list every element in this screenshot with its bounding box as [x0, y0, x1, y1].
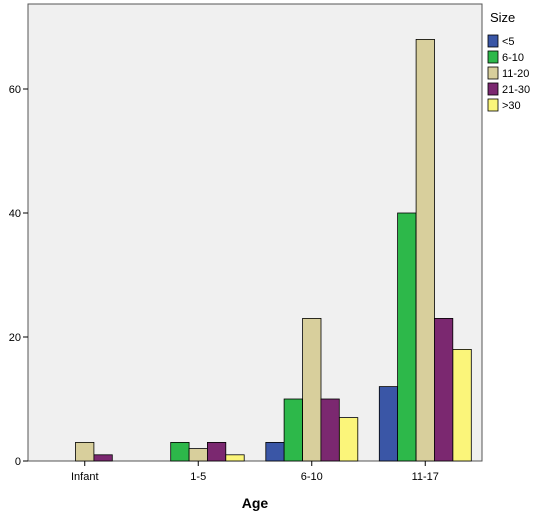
bar: [338, 417, 359, 462]
legend-label: 21-30: [502, 84, 530, 96]
bar: [415, 39, 435, 462]
bar: [265, 441, 285, 462]
y-tick-label: 60: [9, 84, 21, 96]
bar: [283, 398, 303, 462]
legend-swatch: [487, 50, 499, 64]
bars-group: [75, 39, 472, 462]
y-tick-label: 40: [9, 208, 21, 220]
y-axis: 0 20 40 60: [9, 84, 28, 468]
bar: [206, 441, 227, 462]
bar: [397, 212, 417, 462]
legend-label: >30: [502, 100, 521, 112]
bar: [188, 448, 208, 462]
x-tick-label: 6-10: [301, 471, 323, 483]
x-tick-label: 11-17: [412, 471, 439, 483]
legend-label: 6-10: [502, 52, 524, 64]
bar: [452, 348, 472, 462]
bar: [320, 398, 340, 462]
y-tick-label: 20: [9, 332, 21, 344]
legend-label: 11-20: [502, 68, 529, 80]
x-tick-label: Infant: [71, 471, 99, 483]
legend-swatch: [487, 34, 499, 48]
bar: [225, 454, 245, 462]
legend: Size <5 6-10 11-20 21-30 >30: [487, 10, 530, 112]
x-tick-label: 1-5: [190, 471, 206, 483]
x-axis-title: Age: [242, 495, 269, 511]
legend-swatch: [487, 82, 499, 96]
bar: [75, 441, 95, 462]
bar: [302, 317, 322, 462]
bar: [378, 386, 399, 462]
y-tick-label: 0: [15, 456, 21, 468]
legend-swatch: [487, 66, 499, 80]
legend-title: Size: [490, 10, 515, 25]
legend-swatch: [487, 98, 499, 112]
bar: [170, 441, 190, 462]
legend-label: <5: [502, 36, 515, 48]
x-axis: Infant 1-5 6-10 11-17: [71, 461, 439, 483]
bar: [93, 454, 113, 462]
bar: [433, 317, 454, 462]
